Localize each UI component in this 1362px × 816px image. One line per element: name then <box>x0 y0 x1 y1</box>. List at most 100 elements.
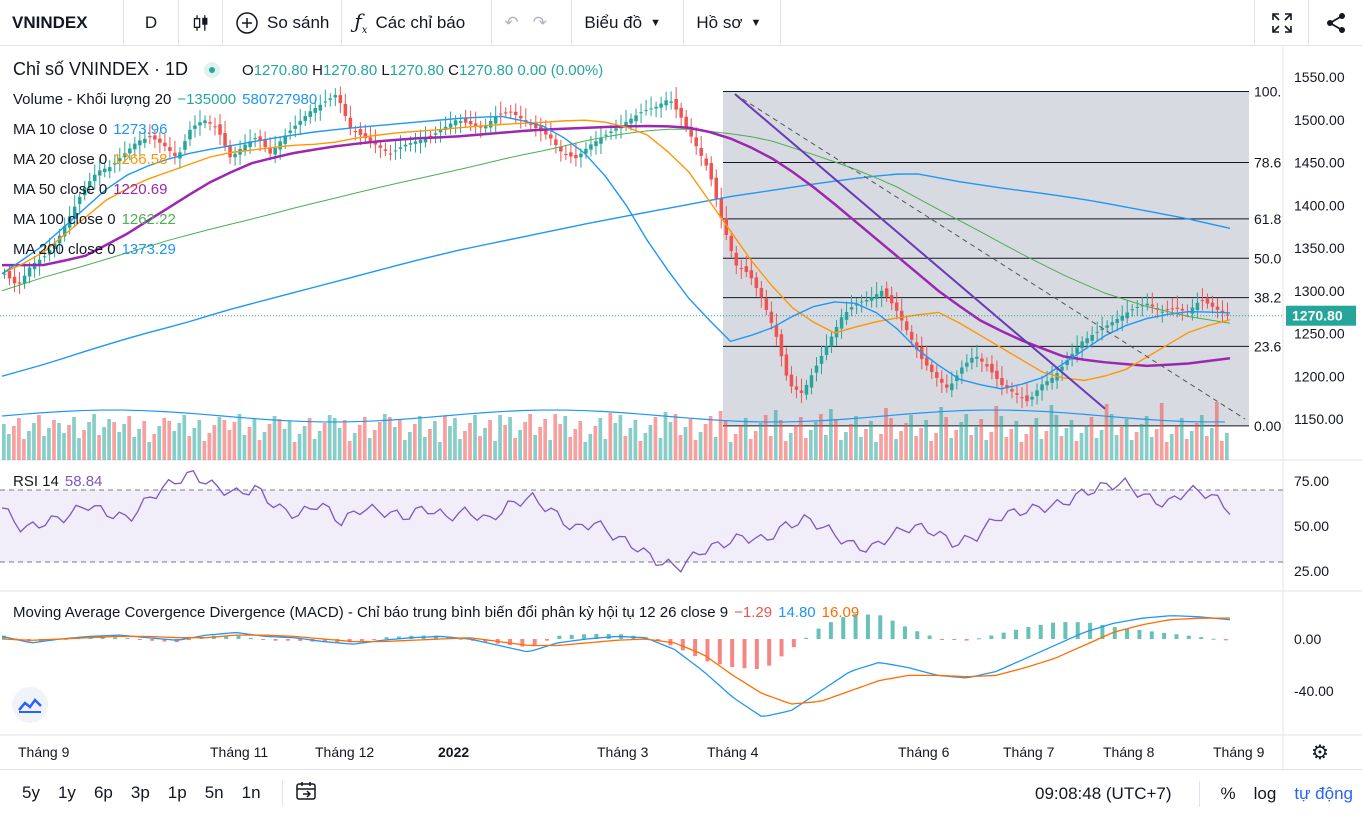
legend-volume[interactable]: Volume - Khối lượng 20 −135000 580727980 <box>13 91 317 108</box>
volume-bar <box>102 427 106 460</box>
candle-body <box>1140 305 1145 307</box>
range-button-3p[interactable]: 3p <box>130 783 150 802</box>
volume-bar <box>1209 428 1214 460</box>
volume-bar <box>37 415 41 460</box>
date-range-icon[interactable] <box>295 780 317 807</box>
candle-body <box>198 122 202 126</box>
volume-bar <box>147 442 152 460</box>
volume-bar <box>7 434 11 460</box>
ma20-value: 1266.58 <box>113 151 168 168</box>
divider <box>1198 780 1200 807</box>
macd-histogram-bar <box>841 617 846 639</box>
candle-body <box>1010 389 1014 392</box>
volume-bar <box>648 425 653 460</box>
candle-body <box>799 390 804 393</box>
undo-icon[interactable]: ↶ <box>504 12 519 32</box>
redo-icon[interactable]: ↷ <box>532 12 547 32</box>
log-toggle[interactable]: log <box>1253 783 1277 803</box>
rsi-value: 58.84 <box>64 473 103 490</box>
volume-bar <box>653 417 658 460</box>
profile-menu-button[interactable]: Hồ sơ ▼ <box>684 0 782 46</box>
share-button[interactable] <box>1308 0 1362 46</box>
candle-body <box>995 370 999 379</box>
candle-body <box>1145 303 1150 306</box>
volume-bar <box>1199 415 1204 460</box>
range-button-1p[interactable]: 1p <box>167 783 187 802</box>
last-price-label: 1270.80 <box>1292 308 1343 324</box>
chevron-down-icon: ▼ <box>650 16 661 29</box>
range-button-5n[interactable]: 5n <box>204 783 224 802</box>
auto-scale-toggle[interactable]: tự động <box>1294 783 1353 803</box>
candle-body <box>77 196 82 205</box>
legend-ma20[interactable]: MA 20 close 0 1266.58 <box>13 151 167 168</box>
volume-bar <box>152 434 157 460</box>
volume-bar <box>969 435 974 460</box>
macd-histogram-bar <box>927 635 932 639</box>
macd-histogram-bar <box>816 628 821 639</box>
candle-body <box>408 143 413 145</box>
candle-body <box>1200 300 1205 302</box>
candle-body <box>428 135 433 137</box>
candle-body <box>223 132 227 146</box>
volume-bar <box>382 414 387 460</box>
legend-ma100[interactable]: MA 100 close 0 1262.22 <box>13 211 176 228</box>
candle-body <box>899 310 904 321</box>
volume-bar <box>292 442 297 460</box>
range-button-6p[interactable]: 6p <box>93 783 113 802</box>
candle-body <box>338 95 343 104</box>
candle-body <box>559 146 563 152</box>
range-buttons: 5y 1y 6p 3p 1p 5n 1n <box>0 783 270 803</box>
range-button-5y[interactable]: 5y <box>22 783 40 802</box>
chart-style-button[interactable] <box>179 0 223 46</box>
candle-body <box>248 141 252 148</box>
interval-button[interactable]: D <box>124 0 179 46</box>
chart-canvas[interactable]: 100. 78.6 61.8 50.0 38.2 23.6 0.00 1270.80 1550.… <box>0 47 1362 769</box>
candle-body <box>313 107 318 113</box>
candle-body <box>859 301 864 303</box>
volume-bar <box>558 424 563 460</box>
volume-bar <box>829 409 833 460</box>
candle-body <box>368 137 373 142</box>
volume-bar <box>818 414 823 460</box>
volume-bar <box>1069 420 1074 460</box>
legend-ma50[interactable]: MA 50 close 0 1220.69 <box>13 181 167 198</box>
range-button-1y[interactable]: 1y <box>57 783 76 802</box>
calendar-arrow-icon <box>295 781 316 800</box>
volume-bar <box>904 423 908 460</box>
candle-body <box>674 98 678 110</box>
volume-bar <box>1224 433 1229 460</box>
candle-body <box>42 256 47 258</box>
percent-toggle[interactable]: % <box>1220 783 1236 803</box>
candle-body <box>749 270 754 279</box>
volume-bar <box>468 423 472 460</box>
ma20-label: MA 20 close 0 <box>13 151 108 168</box>
compare-button[interactable]: So sánh <box>223 0 343 46</box>
volume-bar <box>864 429 868 460</box>
legend-rsi[interactable]: RSI 14 58.84 <box>13 473 102 490</box>
candle-body <box>373 141 378 145</box>
candle-body <box>839 317 844 329</box>
legend-ma200[interactable]: MA 200 close 0 1373.29 <box>13 241 176 258</box>
macd-histogram-bar <box>174 639 179 643</box>
volume-bar <box>899 431 903 460</box>
volume-bar <box>1019 442 1024 460</box>
macd-histogram-bar <box>433 635 438 639</box>
fib-level-label: 100. <box>1254 84 1281 100</box>
fib-level-label: 78.6 <box>1254 155 1281 171</box>
settings-gear-icon[interactable]: ⚙ <box>1311 742 1329 764</box>
indicators-button[interactable]: ƒx Các chỉ báo <box>342 0 493 46</box>
chart-menu-button[interactable]: Biểu đồ ▼ <box>572 0 685 46</box>
candle-body <box>243 144 247 151</box>
macd-histogram-bar <box>1125 628 1130 639</box>
fullscreen-button[interactable] <box>1254 0 1308 46</box>
volume-bar <box>127 416 132 460</box>
legend-ma10[interactable]: MA 10 close 0 1273.96 <box>13 121 167 138</box>
chart-area[interactable]: 100. 78.6 61.8 50.0 38.2 23.6 0.00 1270.80 1550.… <box>0 47 1362 769</box>
symbol-search[interactable]: VNINDEX <box>0 0 124 46</box>
volume-bar <box>262 432 267 460</box>
range-button-1n[interactable]: 1n <box>241 783 261 802</box>
candle-body <box>744 266 749 272</box>
legend-macd[interactable]: Moving Average Covergence Divergence (MA… <box>13 604 859 621</box>
tradingview-logo[interactable] <box>12 687 48 723</box>
volume-value-1: −135000 <box>177 91 237 108</box>
